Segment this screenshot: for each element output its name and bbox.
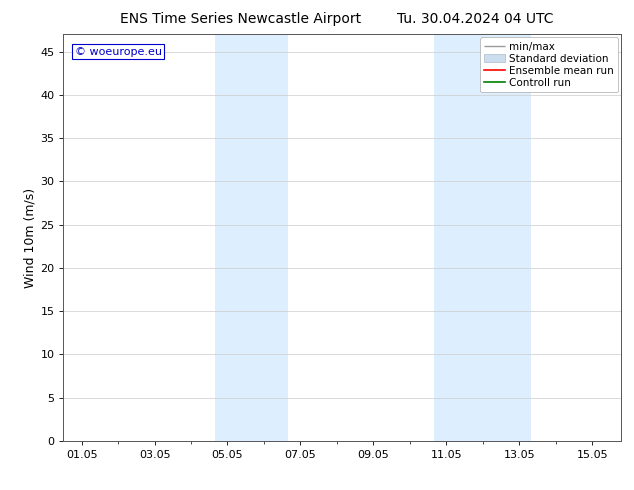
Text: Tu. 30.04.2024 04 UTC: Tu. 30.04.2024 04 UTC bbox=[398, 12, 553, 26]
Bar bbox=[216, 34, 288, 441]
Text: ENS Time Series Newcastle Airport: ENS Time Series Newcastle Airport bbox=[120, 12, 361, 26]
Y-axis label: Wind 10m (m/s): Wind 10m (m/s) bbox=[23, 188, 36, 288]
Text: © woeurope.eu: © woeurope.eu bbox=[75, 47, 162, 56]
Bar bbox=[434, 34, 531, 441]
Legend: min/max, Standard deviation, Ensemble mean run, Controll run: min/max, Standard deviation, Ensemble me… bbox=[480, 37, 618, 92]
